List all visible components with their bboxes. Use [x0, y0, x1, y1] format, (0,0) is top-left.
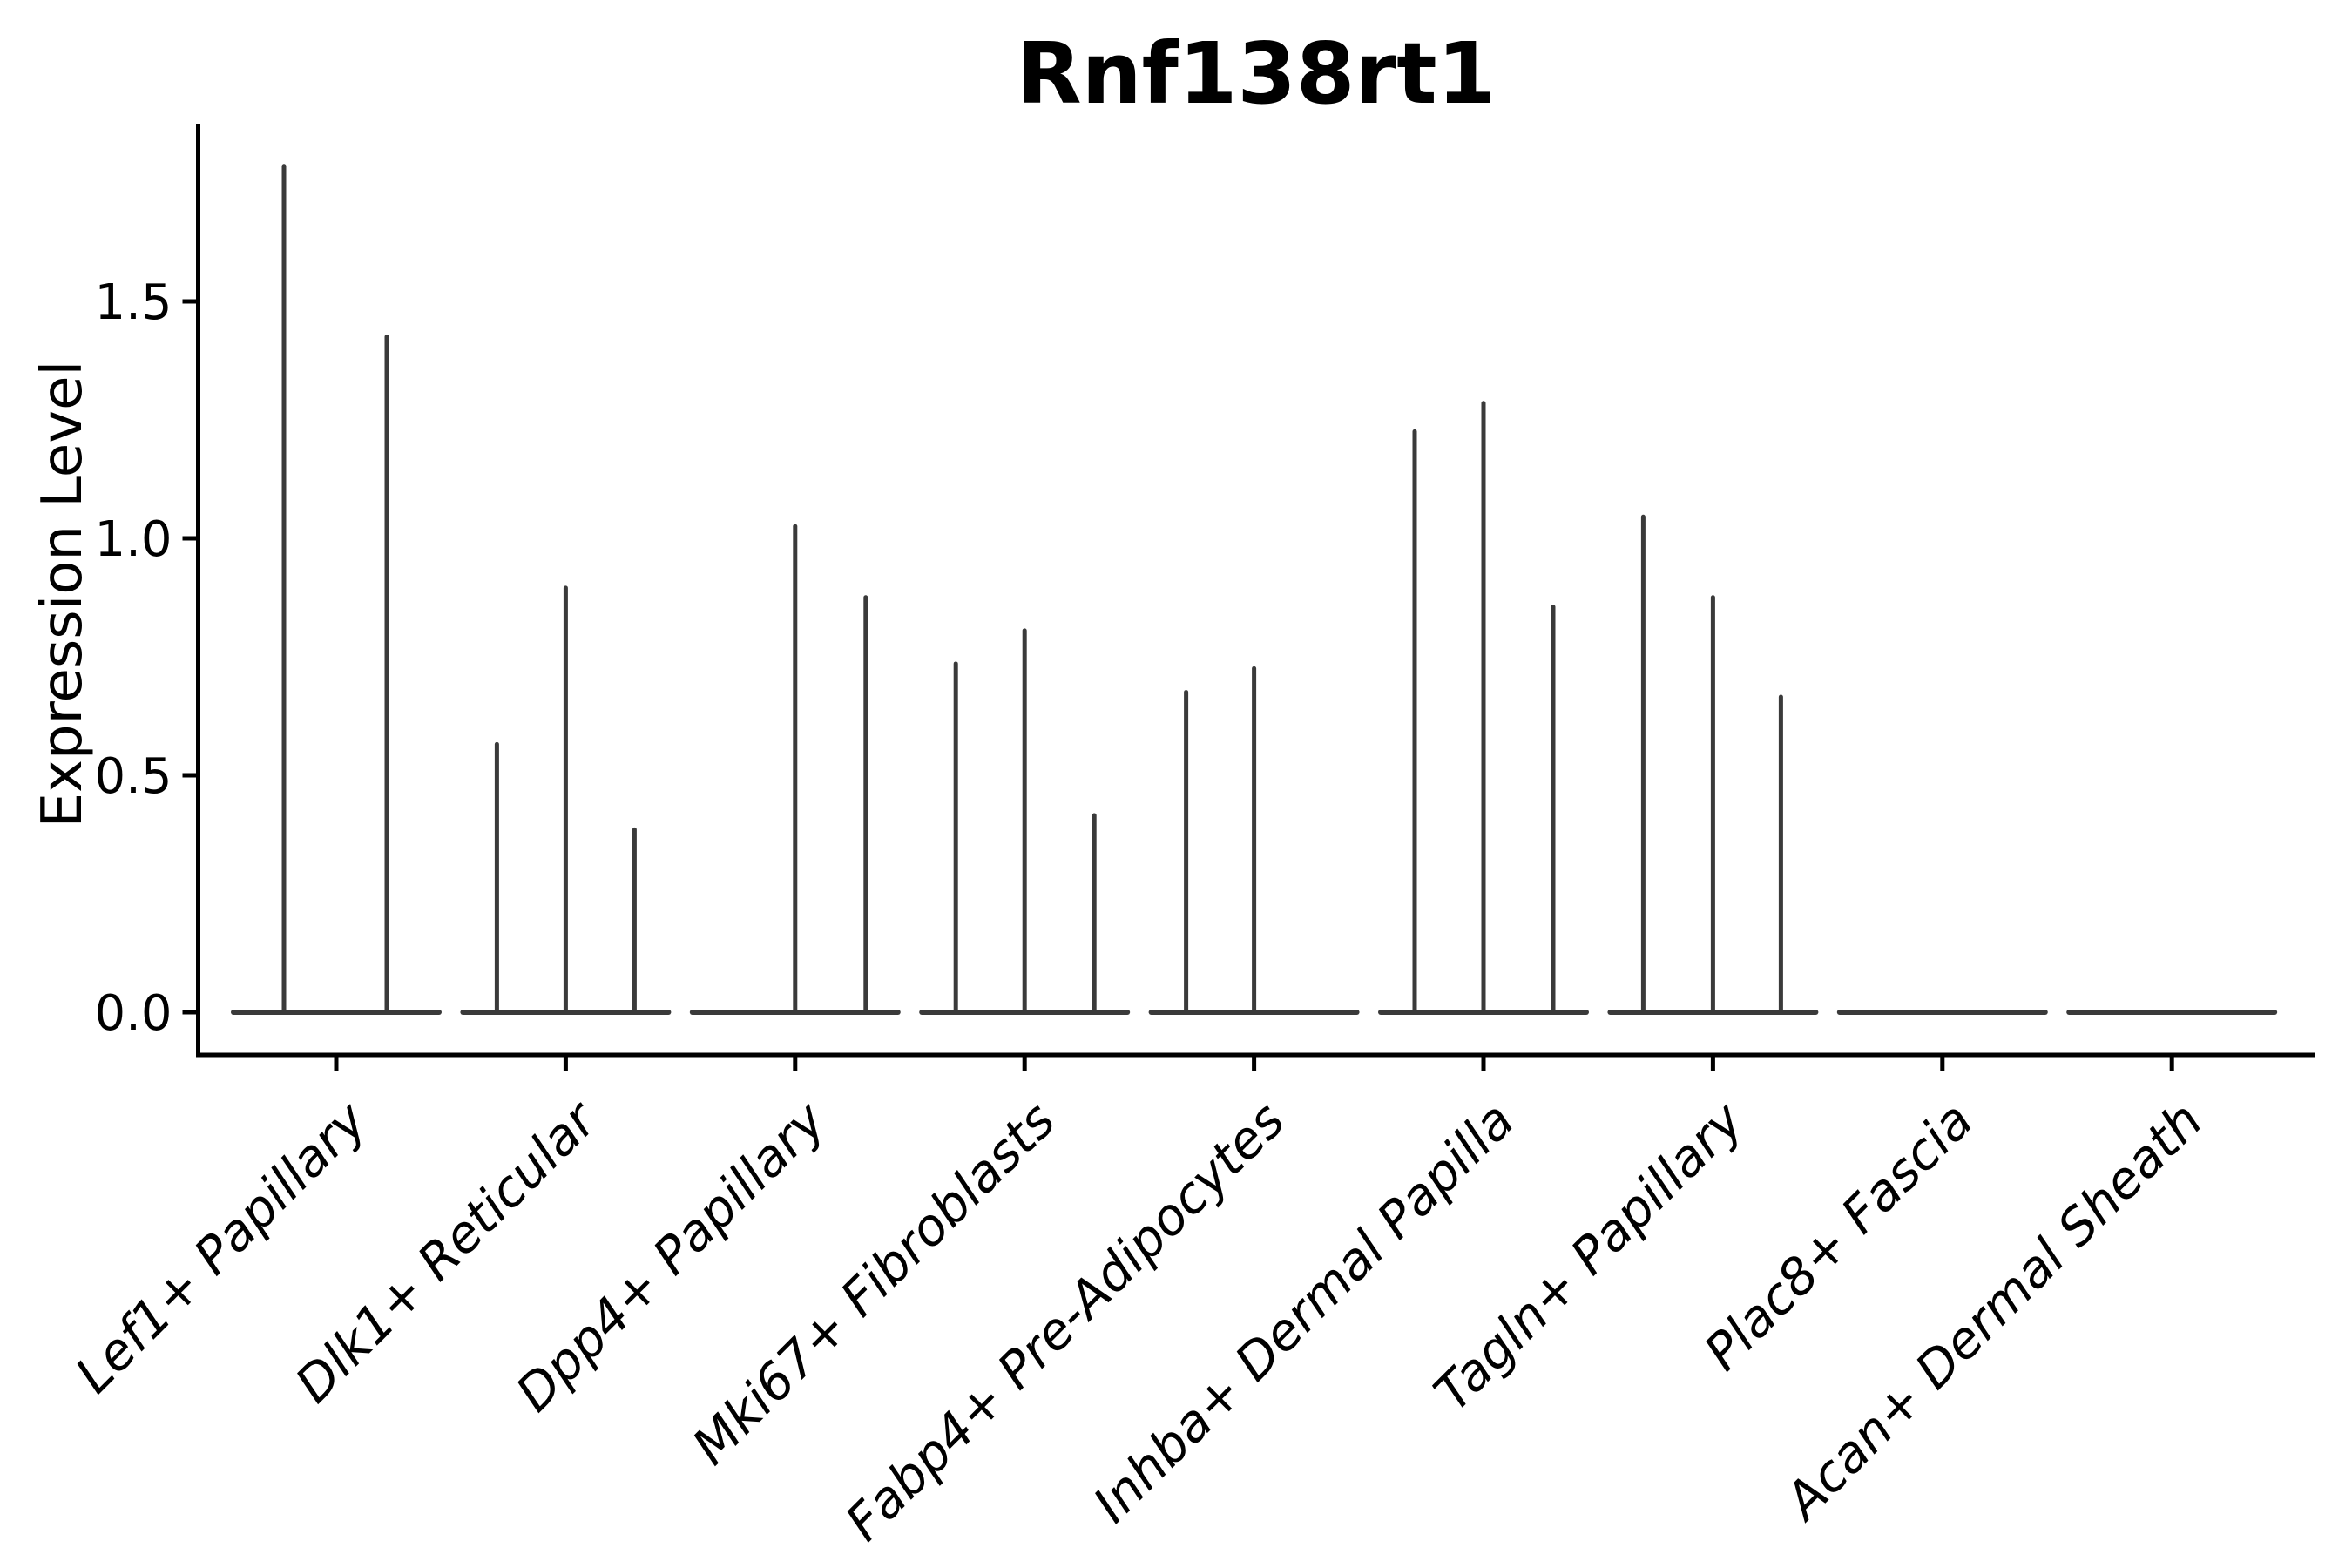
violin-spike: [281, 164, 287, 1015]
violin-baseline: [231, 1010, 442, 1015]
x-category-label: Inhba+ Dermal Papilla: [1082, 1091, 1525, 1534]
violin-spike: [1640, 514, 1646, 1014]
violin-spike: [1092, 813, 1097, 1014]
violin-baseline: [2066, 1010, 2278, 1015]
violin-spike: [953, 661, 958, 1014]
violin-spike: [1252, 666, 1257, 1014]
chart-title: Rnf138rt1: [1016, 24, 1497, 123]
violin-spike: [1710, 595, 1715, 1014]
x-category-label: Acan+ Dermal Sheath: [1771, 1091, 2213, 1533]
violin-spike: [1481, 401, 1486, 1014]
violin-spike: [384, 335, 389, 1015]
violin-spike: [863, 595, 868, 1014]
x-category-label: Fabp4+ Pre-Adipocytes: [834, 1091, 1295, 1552]
violin-spike: [1022, 628, 1027, 1014]
violin-spike: [1412, 429, 1417, 1014]
violin-spike: [1551, 605, 1556, 1014]
y-tick-label: 1.5: [94, 274, 172, 331]
violin-spike: [632, 827, 637, 1014]
y-tick-label: 0.5: [94, 748, 172, 805]
violin-spike: [793, 524, 798, 1014]
y-tick-label: 0.0: [94, 985, 172, 1042]
y-tick-label: 1.0: [94, 511, 172, 568]
violin-spike: [1184, 690, 1189, 1014]
violin-baseline: [1836, 1010, 2048, 1015]
violin-spike: [563, 585, 568, 1014]
violin-spike: [1778, 694, 1783, 1014]
violin-spike: [494, 741, 499, 1014]
